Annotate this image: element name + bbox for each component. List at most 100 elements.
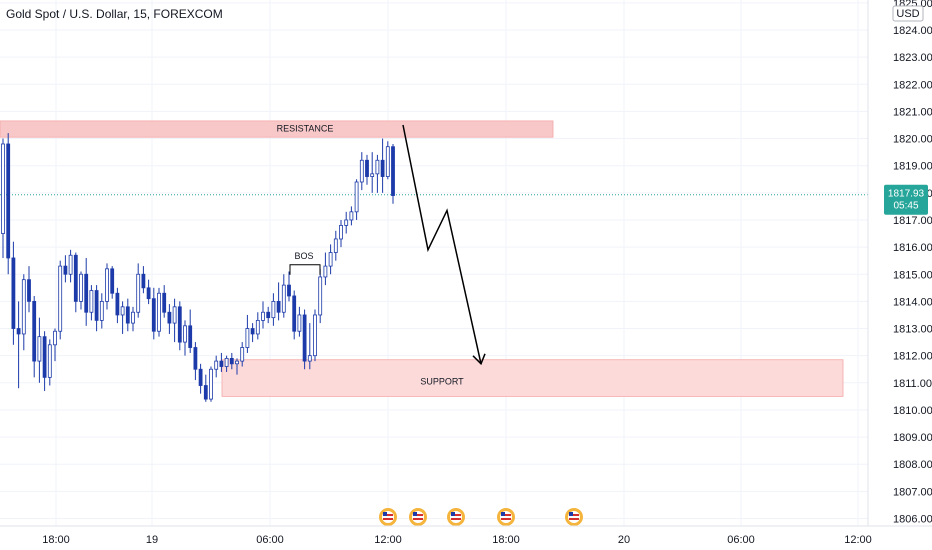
candle-down[interactable]: [266, 311, 271, 319]
us-flag-icon[interactable]: [409, 508, 427, 526]
candle-down[interactable]: [229, 357, 234, 365]
resistance-zone-label: RESISTANCE: [277, 123, 334, 133]
zones: RESISTANCE SUPPORT: [0, 120, 844, 397]
candle-up[interactable]: [105, 268, 109, 302]
flag-canton: [451, 512, 455, 516]
us-flag-icon[interactable]: [565, 508, 583, 526]
candle-up[interactable]: [318, 276, 323, 316]
candle-up[interactable]: [68, 254, 73, 275]
candle-down[interactable]: [193, 347, 198, 370]
candle-down[interactable]: [365, 159, 369, 177]
candle-down[interactable]: [94, 290, 99, 321]
time-tick-label: 18:00: [42, 534, 70, 546]
candle-up[interactable]: [99, 300, 104, 321]
us-flag-icon[interactable]: [447, 508, 465, 526]
candle-up[interactable]: [323, 265, 328, 278]
candle-up[interactable]: [183, 325, 187, 343]
candle-down[interactable]: [219, 360, 224, 367]
candle-up[interactable]: [313, 314, 317, 357]
candle-down[interactable]: [32, 300, 37, 362]
flag-canton: [383, 512, 387, 516]
candle-up[interactable]: [333, 238, 338, 253]
candle-up[interactable]: [328, 252, 333, 267]
currency-label: USD: [896, 8, 919, 20]
candle-up[interactable]: [209, 368, 213, 400]
candle-down[interactable]: [63, 265, 68, 275]
candle-down[interactable]: [6, 143, 11, 259]
candle-down[interactable]: [84, 273, 89, 313]
candle-down[interactable]: [188, 325, 193, 348]
candle-down[interactable]: [276, 300, 281, 313]
candle-down[interactable]: [11, 257, 16, 329]
candle-down[interactable]: [27, 279, 31, 302]
event-icons[interactable]: [379, 508, 583, 526]
candle-up[interactable]: [261, 311, 265, 321]
candle-down[interactable]: [115, 292, 120, 316]
candle-up[interactable]: [214, 360, 219, 370]
candle-down[interactable]: [146, 287, 151, 300]
price-tick-label: 1813.00: [893, 324, 932, 336]
candle-up[interactable]: [58, 265, 63, 332]
price-axis[interactable]: 1806.00 1807.00 1808.00 1809.00 1810.00 1811.…: [867, 0, 932, 526]
candle-up[interactable]: [370, 173, 375, 177]
time-axis[interactable]: 18:00 19 06:00 12:00 18:00 20 06:00 12:00: [0, 525, 932, 546]
candle-up[interactable]: [53, 330, 57, 346]
candle-up[interactable]: [235, 360, 239, 365]
candle-up[interactable]: [354, 181, 359, 213]
candle-down[interactable]: [302, 314, 307, 362]
candle-up[interactable]: [131, 311, 135, 324]
candle-up[interactable]: [281, 284, 286, 313]
candle-down[interactable]: [162, 292, 167, 313]
candle-down[interactable]: [141, 273, 146, 289]
price-tick-label: 1814.00: [893, 296, 932, 308]
candle-down[interactable]: [380, 159, 385, 177]
candle-down[interactable]: [16, 328, 21, 335]
candle-up[interactable]: [136, 273, 141, 313]
candle-down[interactable]: [250, 328, 255, 335]
candle-up[interactable]: [1, 143, 5, 234]
candle-down[interactable]: [198, 368, 203, 386]
candle-up[interactable]: [21, 279, 26, 335]
candle-down[interactable]: [203, 385, 208, 400]
candle-up[interactable]: [385, 146, 390, 177]
candle-up[interactable]: [224, 357, 229, 367]
candle-up[interactable]: [375, 159, 380, 175]
projection-path: [402, 124, 482, 364]
candle-up[interactable]: [172, 306, 177, 324]
candle-up[interactable]: [240, 347, 245, 362]
candle-up[interactable]: [339, 224, 343, 240]
candle-down[interactable]: [177, 306, 182, 343]
candle-up[interactable]: [89, 290, 94, 313]
time-tick-labels: 18:00 19 06:00 12:00 18:00 20 06:00 12:00: [42, 534, 872, 546]
candle-up[interactable]: [157, 292, 161, 332]
candle-up[interactable]: [271, 300, 276, 319]
price-tick-label: 1822.00: [893, 79, 932, 91]
candle-up[interactable]: [120, 306, 125, 316]
us-flag-icon[interactable]: [497, 508, 515, 526]
candle-up[interactable]: [245, 328, 250, 348]
candle-down[interactable]: [167, 311, 172, 324]
candle-up[interactable]: [47, 344, 52, 378]
candle-up[interactable]: [307, 355, 312, 362]
flag-stripe: [413, 514, 423, 516]
candle-up[interactable]: [297, 314, 302, 332]
candle-down[interactable]: [110, 268, 115, 294]
candle-down[interactable]: [287, 284, 291, 297]
candle-down[interactable]: [42, 336, 47, 378]
price-tick-label: 1815.00: [893, 269, 932, 281]
candles[interactable]: [1, 133, 395, 402]
candle-up[interactable]: [349, 211, 354, 221]
candle-up[interactable]: [359, 159, 364, 183]
candle-up[interactable]: [79, 273, 83, 302]
candle-down[interactable]: [125, 306, 130, 324]
currency-badge[interactable]: [892, 5, 924, 22]
candle-down[interactable]: [391, 146, 395, 196]
us-flag-icon[interactable]: [379, 508, 397, 526]
candle-down[interactable]: [151, 298, 156, 332]
candle-up[interactable]: [37, 336, 42, 362]
candle-down[interactable]: [73, 254, 78, 302]
candle-up[interactable]: [255, 319, 260, 335]
candle-up[interactable]: [344, 219, 349, 226]
candle-down[interactable]: [292, 295, 297, 332]
